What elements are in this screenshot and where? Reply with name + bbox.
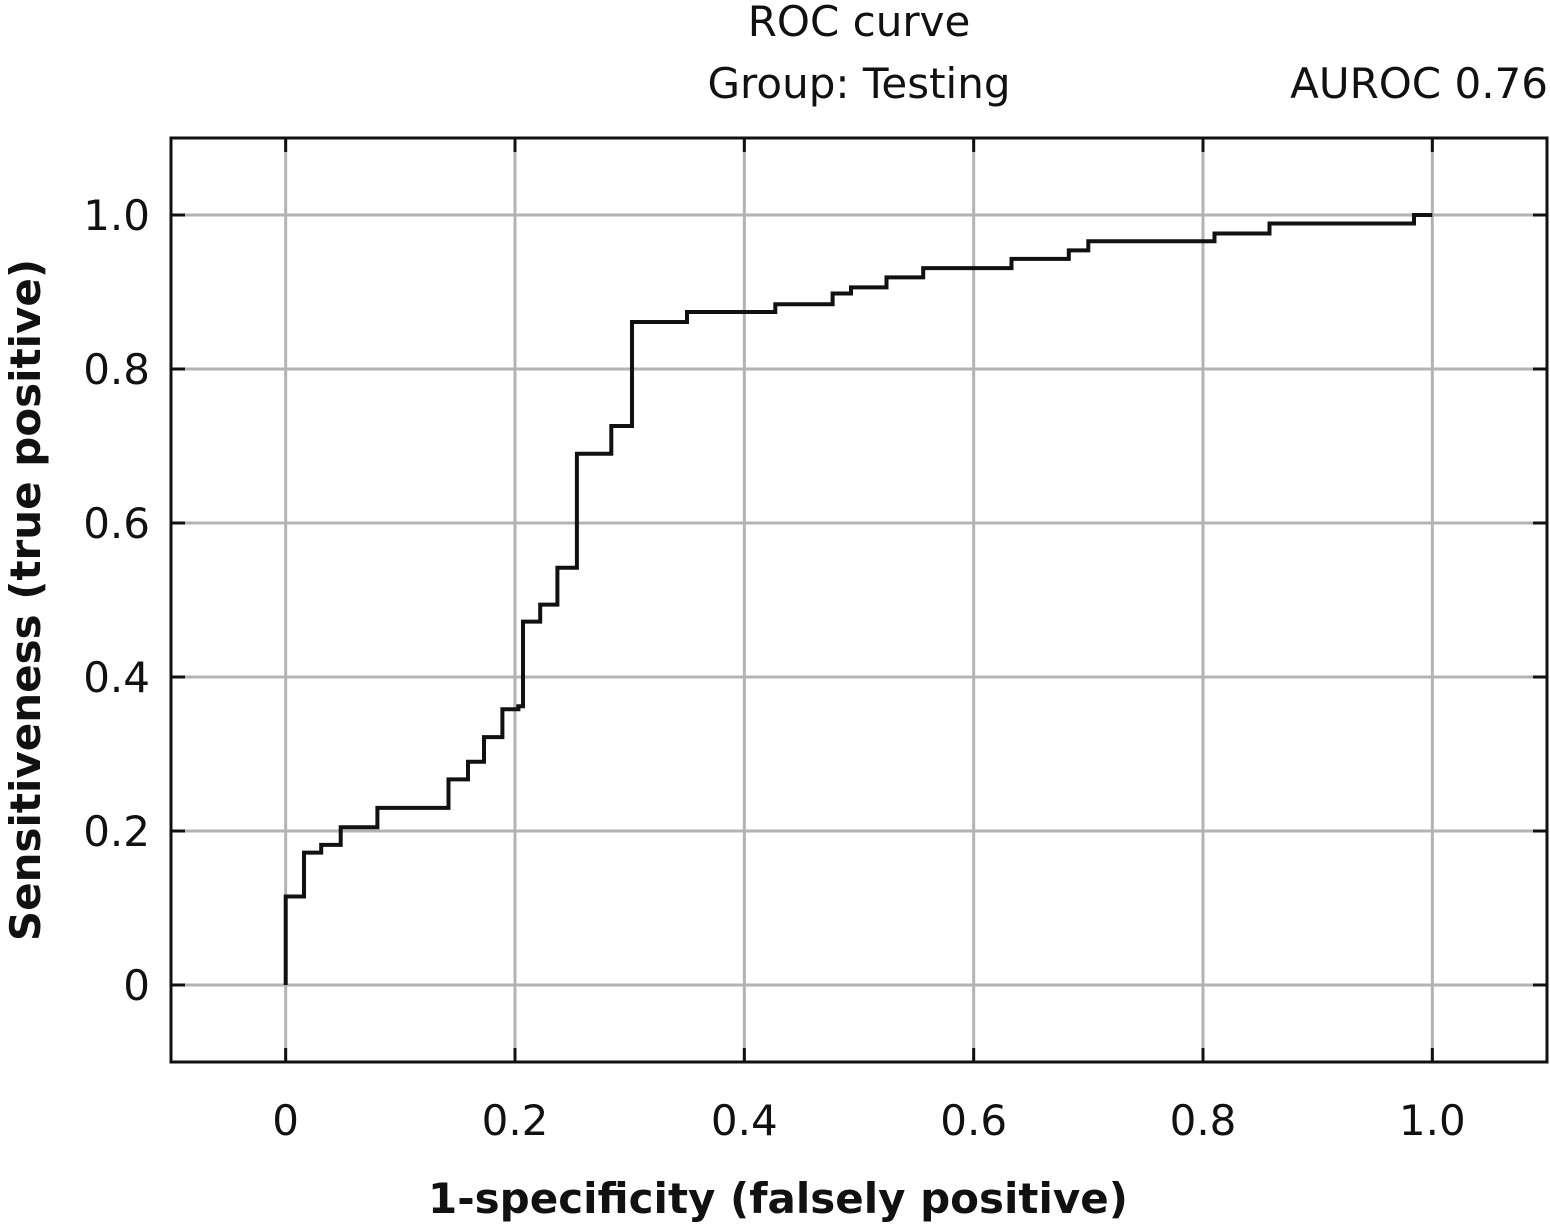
- x-tick-label: 0.6: [940, 1096, 1007, 1145]
- chart-subtitle: Group: Testing: [707, 59, 1010, 108]
- x-tick-label: 0.4: [711, 1096, 778, 1145]
- grid: [171, 138, 1547, 1062]
- y-tick-label: 0.4: [83, 653, 150, 702]
- y-tick-label: 0.8: [83, 345, 150, 394]
- x-tick-label: 1.0: [1399, 1096, 1466, 1145]
- x-tick-label: 0: [272, 1096, 299, 1145]
- auroc-annotation: AUROC 0.76: [1290, 59, 1548, 108]
- y-tick-labels: 0 0.2 0.4 0.6 0.8 1.0: [83, 191, 150, 1010]
- y-tick-label: 1.0: [83, 191, 150, 240]
- chart-title: ROC curve: [748, 0, 971, 46]
- x-tick-label: 0.8: [1170, 1096, 1237, 1145]
- x-tick-label: 0.2: [482, 1096, 549, 1145]
- tick-marks: [171, 138, 1547, 1062]
- y-tick-label: 0: [123, 961, 150, 1010]
- plot-frame: [169, 136, 1549, 1064]
- y-tick-label: 0.6: [83, 499, 150, 548]
- x-axis-label: 1-specificity (falsely positive): [428, 1174, 1128, 1223]
- roc-curve-line: [283, 213, 1433, 985]
- y-axis-label: Sensitiveness (true positive): [1, 259, 50, 941]
- y-tick-label: 0.2: [83, 807, 150, 856]
- x-tick-labels: 0 0.2 0.4 0.6 0.8 1.0: [272, 1096, 1465, 1145]
